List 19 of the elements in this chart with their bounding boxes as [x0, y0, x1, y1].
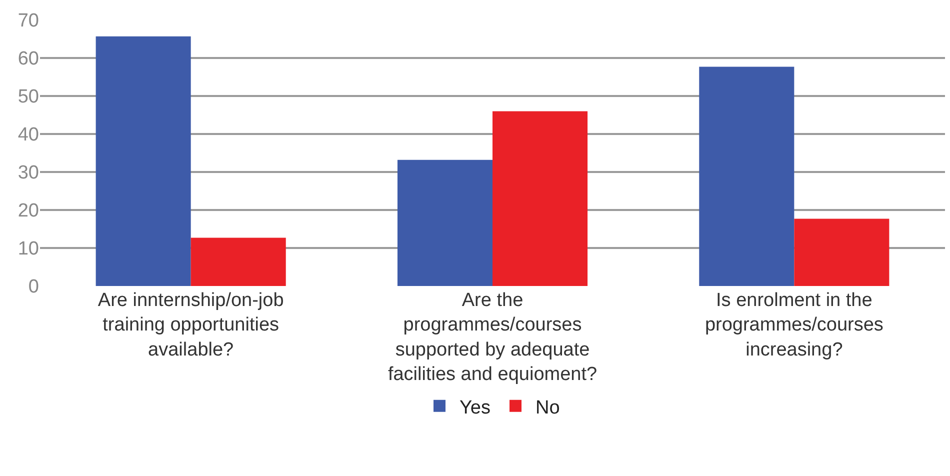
x-tick-label: Is enrolment in the programmes/courses increasing? — [704, 290, 884, 360]
bar — [794, 218, 890, 286]
y-tick-label: 70 — [18, 10, 39, 32]
bar — [96, 36, 191, 286]
y-tick-label: 60 — [18, 48, 39, 70]
legend-label: Yes — [460, 397, 490, 418]
bar — [492, 111, 588, 286]
x-tick-label: Are the programmes/courses supported by adequate facilities and equioment? — [388, 290, 598, 386]
y-tick-label: 40 — [18, 124, 39, 146]
x-tick-label: Are innternship/on-job training opportunities available? — [98, 290, 284, 360]
bar — [699, 66, 794, 286]
bar — [190, 238, 286, 286]
y-tick-label: 20 — [18, 200, 39, 222]
y-tick-label: 0 — [28, 276, 39, 298]
y-tick-label: 50 — [18, 86, 39, 108]
y-tick-label: 30 — [18, 162, 39, 184]
legend-label: No — [536, 397, 560, 418]
bar — [397, 160, 492, 286]
y-tick-label: 10 — [18, 238, 39, 260]
